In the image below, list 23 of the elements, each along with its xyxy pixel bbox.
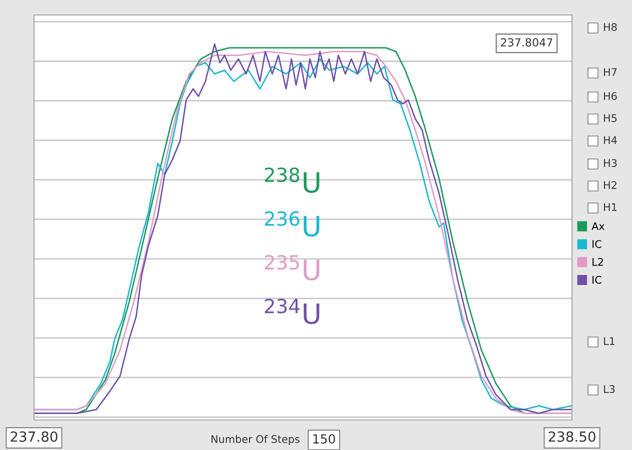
text: H2 [604,181,616,189]
text: 150 [313,434,336,444]
text: H1 [604,203,616,211]
text: L3 [604,385,615,394]
annotation: 237.8047 [500,38,552,47]
text: H3 [604,159,617,168]
legend-label: Ax [592,222,604,230]
annotation: $^{238}$U [264,167,320,193]
text: H6 [604,92,617,100]
legend-label: IC [592,240,602,248]
text: H5 [604,114,617,122]
x-tick-label: 238.50 [548,431,596,442]
x-tick-label: 237.80 [10,431,58,442]
annotation: $^{235}$U [264,254,320,280]
annotation: $^{234}$U [264,298,320,324]
legend-label: L2 [592,258,603,266]
text: Number Of Steps [212,434,300,446]
text: H8 [604,23,617,32]
text: L1 [604,337,614,345]
text: H7 [604,68,617,76]
legend-label: IC [592,276,602,284]
annotation: $^{236}$U [264,211,320,237]
text: H4 [604,136,617,144]
